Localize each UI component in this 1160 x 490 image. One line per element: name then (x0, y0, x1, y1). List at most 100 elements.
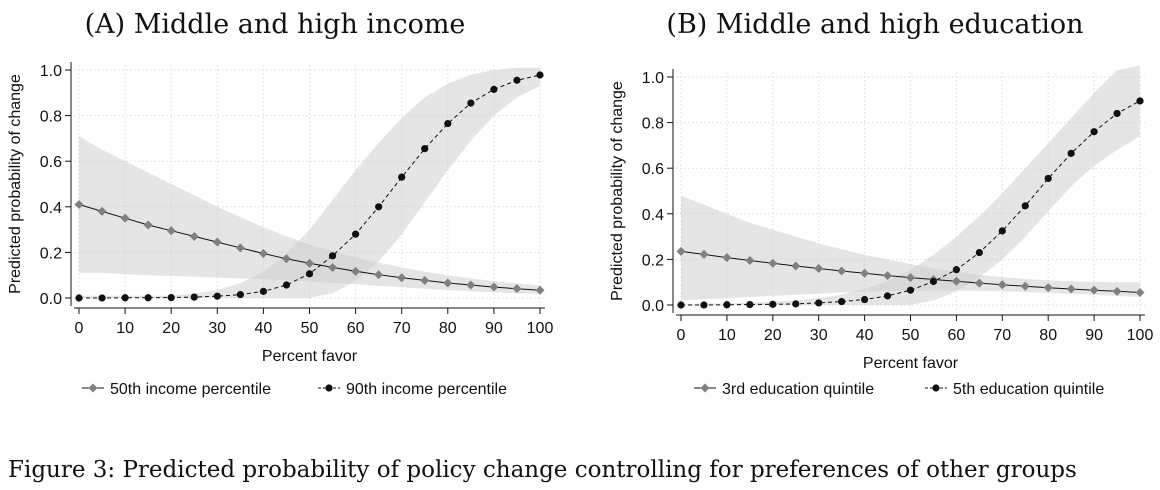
x-tick-label: 60 (948, 327, 966, 344)
y-tick-label: 1.0 (642, 70, 664, 87)
x-tick-label: 50 (902, 327, 920, 344)
data-point (1135, 287, 1145, 297)
data-point (166, 226, 176, 236)
x-tick-label: 80 (439, 320, 457, 337)
data-point (513, 76, 521, 84)
data-point (1113, 109, 1121, 118)
data-point (375, 203, 383, 211)
data-point (769, 300, 777, 308)
data-point (512, 284, 522, 294)
data-point (1067, 149, 1075, 157)
data-point (1136, 97, 1144, 105)
data-point (258, 249, 268, 259)
y-tick-label: 0.8 (642, 116, 664, 133)
confidence-band (681, 195, 1140, 301)
data-point (883, 271, 893, 281)
data-point (490, 85, 498, 93)
data-point (282, 281, 291, 289)
data-point (352, 230, 360, 238)
x-tick-label: 100 (527, 320, 554, 337)
x-tick-label: 90 (1085, 327, 1103, 344)
x-tick-label: 80 (1039, 327, 1057, 344)
y-tick-label: 0.2 (40, 245, 62, 262)
y-tick-label: 0.0 (40, 291, 62, 308)
data-point (1089, 285, 1099, 295)
y-axis-label: Predicted probability of change (7, 74, 24, 294)
x-tick-label: 30 (208, 320, 226, 337)
x-tick-label: 0 (677, 327, 686, 344)
data-point (952, 266, 961, 274)
x-tick-label: 40 (255, 320, 273, 337)
confidence-band (681, 65, 1140, 305)
y-tick-label: 0.2 (642, 252, 664, 269)
panel-a: (A) Middle and high income 0 10 20 30 40 50 60 7… (7, 9, 553, 398)
data-point (189, 231, 199, 241)
data-point (397, 273, 407, 283)
data-point (746, 300, 754, 309)
data-point (906, 286, 915, 294)
x-tick-label: 10 (718, 327, 736, 344)
data-point (951, 276, 961, 286)
y-tick-label: 0.4 (642, 207, 664, 224)
x-tick-label: 20 (764, 327, 782, 344)
legend: 3rd education quintile 5th education quin… (694, 381, 1104, 398)
data-point (398, 173, 406, 181)
x-tick-label: 30 (810, 327, 828, 344)
data-point (121, 294, 129, 302)
y-tick-label: 1.0 (40, 63, 62, 80)
y-tick-label: 0.0 (642, 298, 664, 315)
data-point (235, 243, 245, 253)
x-tick-label: 90 (485, 320, 503, 337)
data-point (974, 278, 984, 288)
data-point (861, 295, 869, 304)
data-point (120, 213, 130, 223)
data-point (860, 268, 870, 278)
x-tick-label: 60 (347, 320, 365, 337)
data-point (467, 99, 475, 107)
data-point (1021, 202, 1029, 210)
data-point (1112, 286, 1122, 296)
confidence-band (79, 67, 540, 298)
data-point (906, 273, 915, 283)
data-point (328, 252, 337, 260)
x-tick-label: 70 (393, 320, 411, 337)
data-point (745, 256, 755, 266)
data-point (1043, 283, 1053, 293)
data-point (351, 266, 361, 276)
data-point (374, 270, 384, 280)
data-point (443, 278, 453, 288)
data-point (535, 285, 545, 295)
legend-marker (932, 384, 940, 392)
legend-label: 90th income percentile (346, 381, 507, 398)
data-point (791, 261, 801, 271)
data-point (466, 280, 476, 290)
x-tick-label: 0 (75, 320, 84, 337)
legend-marker (88, 383, 98, 393)
panel-b: (B) Middle and high education 0 10 20 30 40 50… (609, 9, 1153, 398)
data-point (1020, 281, 1030, 291)
legend-label: 50th income percentile (110, 381, 271, 398)
y-tick-label: 0.6 (642, 161, 664, 178)
data-point (699, 249, 709, 259)
data-point (212, 237, 222, 247)
data-point (998, 227, 1006, 235)
x-tick-label: 20 (162, 320, 180, 337)
x-tick-label: 40 (856, 327, 874, 344)
x-tick-label: 10 (116, 320, 134, 337)
y-tick-label: 0.8 (40, 109, 62, 126)
data-point (489, 282, 499, 292)
data-point (1044, 174, 1052, 183)
data-point (444, 119, 452, 128)
data-point (929, 277, 938, 286)
data-point (144, 294, 152, 302)
x-tick-label: 100 (1127, 327, 1154, 344)
y-axis-label: Predicted probability of change (609, 81, 626, 301)
y-tick-label: 0.4 (40, 200, 62, 217)
data-point (722, 253, 732, 263)
data-point (281, 254, 291, 264)
x-axis-label: Percent favor (863, 355, 959, 372)
data-point (98, 294, 106, 302)
legend-label: 5th education quintile (953, 381, 1104, 398)
legend-label: 3rd education quintile (722, 381, 874, 398)
data-point (259, 287, 267, 295)
